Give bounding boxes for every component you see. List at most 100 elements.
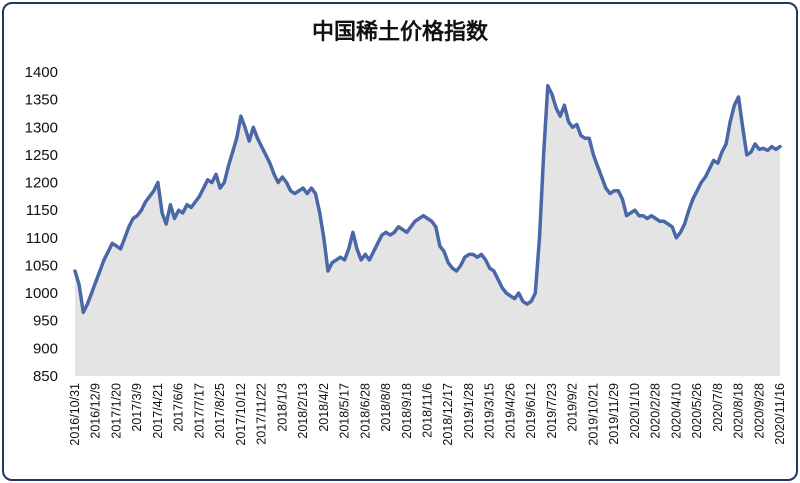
data-point xyxy=(534,291,537,295)
data-point xyxy=(467,253,471,256)
data-point xyxy=(430,220,433,223)
data-point xyxy=(359,258,363,262)
y-axis: 850 900 950 1000 1050 1100 1150 1200 1250 1300 135… xyxy=(25,64,58,385)
x-tick-label: 2018/12/17 xyxy=(441,383,455,446)
data-point xyxy=(571,126,574,129)
x-tick-label: 2017/4/21 xyxy=(151,383,165,439)
x-axis: 2016/10/31 2016/12/9 2017/1/20 2017/3/9 2017… xyxy=(68,383,787,446)
data-point xyxy=(476,256,479,259)
chart-title: 中国稀土价格指数 xyxy=(311,20,488,45)
data-point xyxy=(679,231,682,234)
data-point xyxy=(625,214,628,217)
data-point xyxy=(243,126,247,129)
x-tick-label: 2017/10/12 xyxy=(234,383,248,446)
data-point xyxy=(737,95,740,99)
data-point xyxy=(629,211,632,215)
x-tick-label: 2017/1/20 xyxy=(109,383,123,439)
y-tick-label: 1400 xyxy=(25,64,58,81)
data-point xyxy=(239,115,243,118)
y-tick-label: 1300 xyxy=(25,119,58,136)
data-point xyxy=(641,214,645,217)
area-layer xyxy=(75,85,780,377)
data-point xyxy=(264,153,267,157)
data-point xyxy=(102,258,106,262)
data-point xyxy=(310,186,313,190)
data-point xyxy=(165,222,168,226)
x-tick-label: 2016/12/9 xyxy=(89,383,103,439)
data-point xyxy=(675,236,678,239)
data-point xyxy=(741,126,744,129)
x-tick-label: 2020/4/10 xyxy=(669,383,683,439)
data-point xyxy=(413,220,417,223)
data-point xyxy=(409,225,413,228)
x-tick-label: 2017/6/6 xyxy=(172,383,186,432)
y-tick-label: 1000 xyxy=(25,285,58,302)
data-point xyxy=(389,233,392,237)
data-point xyxy=(434,225,437,228)
data-point xyxy=(720,150,724,154)
data-point xyxy=(724,142,728,146)
y-tick-label: 1150 xyxy=(26,202,58,219)
data-point xyxy=(185,203,189,206)
x-tick-label: 2016/10/31 xyxy=(68,383,82,446)
data-point xyxy=(554,106,558,110)
x-tick-label: 2019/11/29 xyxy=(607,383,621,445)
data-point xyxy=(683,222,686,226)
x-tick-label: 2018/8/8 xyxy=(379,383,393,432)
data-point xyxy=(691,197,695,201)
data-point xyxy=(339,256,342,259)
data-point xyxy=(484,258,487,262)
data-point xyxy=(248,139,251,143)
data-point xyxy=(708,167,711,170)
data-point xyxy=(637,214,641,217)
data-point xyxy=(169,203,172,206)
data-point xyxy=(405,231,408,234)
data-point xyxy=(480,253,483,256)
data-point xyxy=(82,311,85,314)
data-point xyxy=(111,242,114,245)
y-tick-label: 850 xyxy=(33,368,58,385)
data-point xyxy=(700,181,703,184)
data-point xyxy=(471,253,475,256)
data-point xyxy=(293,192,296,195)
data-point xyxy=(314,192,317,195)
data-point xyxy=(496,278,500,281)
x-tick-label: 2019/9/2 xyxy=(566,383,580,432)
data-point xyxy=(397,225,400,228)
data-point xyxy=(426,217,429,220)
y-tick-label: 1050 xyxy=(25,257,58,274)
data-point xyxy=(542,153,545,157)
data-point xyxy=(563,104,566,107)
y-tick-label: 950 xyxy=(33,313,58,330)
data-point xyxy=(749,150,753,154)
data-point xyxy=(646,217,649,220)
data-point xyxy=(272,173,276,176)
x-tick-label: 2018/9/18 xyxy=(400,383,414,439)
data-point xyxy=(455,269,458,273)
data-point xyxy=(131,217,135,220)
data-point xyxy=(322,236,325,239)
data-point xyxy=(509,294,512,298)
data-point xyxy=(206,178,209,181)
x-tick-label: 2018/1/3 xyxy=(275,383,289,432)
data-point xyxy=(223,181,226,184)
data-point xyxy=(277,181,280,184)
x-tick-label: 2019/7/23 xyxy=(545,383,559,439)
data-point xyxy=(368,258,371,262)
data-point xyxy=(189,206,193,209)
data-point xyxy=(712,159,715,162)
data-point xyxy=(335,258,338,262)
data-point xyxy=(268,162,272,165)
data-point xyxy=(762,147,765,150)
data-point xyxy=(621,197,624,201)
x-tick-label: 2018/5/17 xyxy=(338,383,352,439)
data-point xyxy=(521,300,525,303)
x-tick-label: 2020/1/10 xyxy=(628,383,642,439)
data-point xyxy=(119,247,122,251)
data-point xyxy=(297,189,301,192)
x-tick-label: 2020/2/28 xyxy=(649,383,663,439)
data-point xyxy=(140,209,143,212)
data-point xyxy=(604,186,607,190)
data-point xyxy=(418,217,421,220)
x-tick-label: 2020/9/28 xyxy=(752,383,766,439)
